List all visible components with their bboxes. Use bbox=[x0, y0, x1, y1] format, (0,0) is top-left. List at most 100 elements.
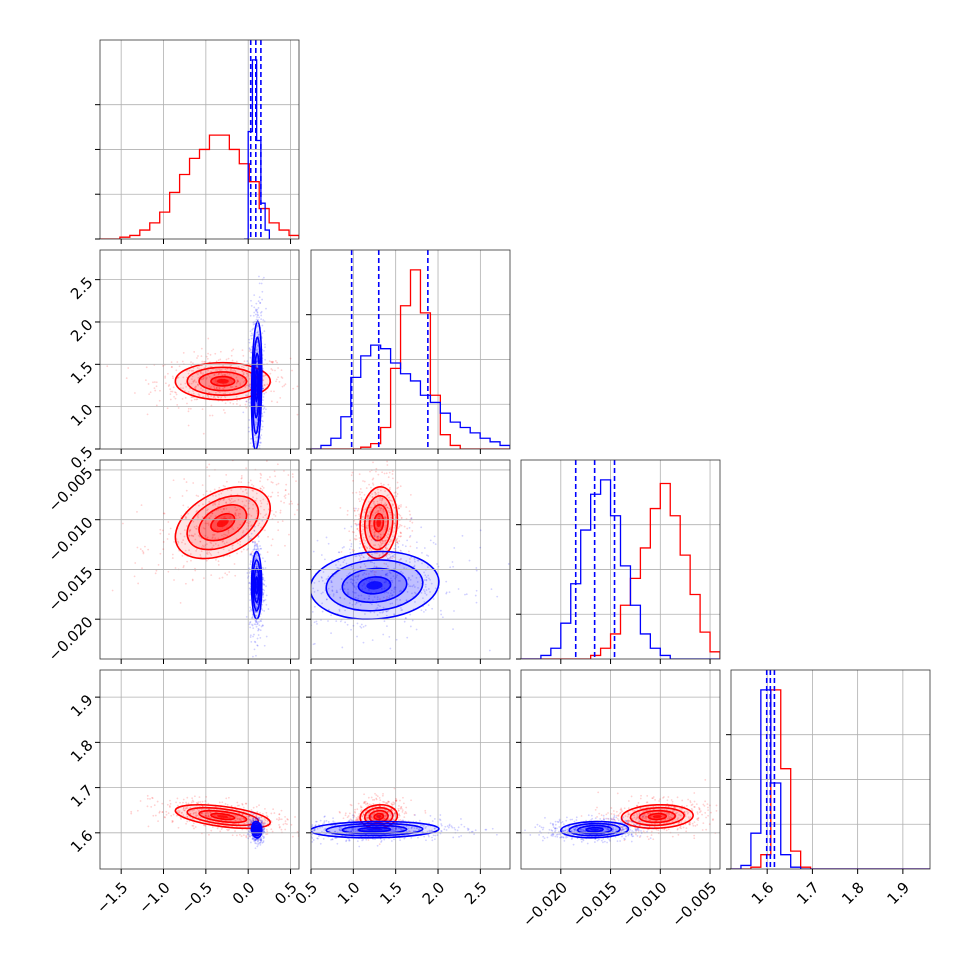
scatter-point-blue bbox=[248, 500, 251, 502]
scatter-point-blue bbox=[262, 566, 264, 569]
scatter-point-red bbox=[189, 806, 192, 809]
scatter-point-blue bbox=[261, 557, 264, 560]
scatter-point-blue bbox=[475, 567, 478, 569]
scatter-point-red bbox=[197, 383, 199, 386]
scatter-point-blue bbox=[248, 567, 251, 570]
scatter-point-red bbox=[392, 801, 395, 804]
scatter-point-blue bbox=[254, 544, 256, 547]
scatter-point-blue bbox=[360, 626, 363, 629]
scatter-point-red bbox=[223, 507, 226, 510]
scatter-point-red bbox=[195, 548, 198, 550]
scatter-point-red bbox=[356, 818, 359, 821]
scatter-point-blue bbox=[400, 557, 402, 560]
scatter-point-blue bbox=[386, 572, 389, 575]
scatter-point-red bbox=[275, 483, 278, 486]
scatter-point-red bbox=[387, 494, 389, 496]
scatter-point-blue bbox=[260, 821, 263, 823]
scatter-point-red bbox=[273, 390, 275, 393]
scatter-point-red bbox=[372, 502, 375, 505]
scatter-point-blue bbox=[339, 597, 342, 599]
scatter-point-red bbox=[208, 375, 211, 378]
scatter-point-red bbox=[184, 549, 187, 552]
scatter-point-blue bbox=[254, 542, 256, 544]
scatter-point-red bbox=[208, 517, 211, 520]
scatter-point-red bbox=[409, 558, 411, 560]
scatter-point-red bbox=[253, 540, 256, 543]
scatter-point-red bbox=[393, 506, 396, 509]
scatter-point-blue bbox=[248, 419, 251, 421]
scatter-point-blue bbox=[327, 542, 330, 545]
scatter-point-red bbox=[270, 361, 273, 364]
scatter-point-blue bbox=[383, 620, 386, 623]
scatter-point-red bbox=[212, 534, 215, 536]
scatter-point-red bbox=[385, 503, 388, 506]
scatter-point-blue bbox=[263, 579, 266, 582]
scatter-point-red bbox=[375, 794, 378, 797]
scatter-point-blue bbox=[261, 519, 264, 522]
scatter-point-red bbox=[177, 811, 180, 814]
scatter-point-blue bbox=[256, 838, 259, 840]
scatter-point-red bbox=[240, 475, 243, 477]
scatter-point-red bbox=[396, 493, 399, 495]
scatter-point-blue bbox=[324, 582, 326, 585]
scatter-point-blue bbox=[250, 553, 253, 556]
scatter-point-blue bbox=[385, 610, 388, 612]
scatter-point-blue bbox=[247, 398, 250, 401]
scatter-point-red bbox=[256, 542, 259, 545]
scatter-point-blue bbox=[400, 570, 402, 573]
scatter-point-red bbox=[245, 488, 248, 491]
scatter-point-blue bbox=[248, 401, 251, 404]
scatter-point-red bbox=[358, 813, 361, 815]
scatter-point-red bbox=[350, 804, 353, 807]
scatter-point-blue bbox=[403, 567, 406, 570]
scatter-point-red bbox=[193, 398, 196, 401]
scatter-point-red bbox=[223, 533, 225, 536]
scatter-point-red bbox=[368, 803, 371, 806]
scatter-point-blue bbox=[391, 594, 394, 597]
scatter-point-red bbox=[195, 381, 197, 383]
scatter-point-red bbox=[229, 515, 232, 518]
scatter-point-blue bbox=[357, 597, 360, 600]
scatter-point-red bbox=[364, 565, 367, 568]
scatter-point-blue bbox=[260, 620, 263, 623]
scatter-point-blue bbox=[279, 630, 281, 632]
scatter-point-blue bbox=[255, 563, 258, 566]
scatter-point-red bbox=[270, 360, 273, 363]
scatter-point-red bbox=[130, 812, 133, 815]
scatter-point-red bbox=[210, 829, 213, 832]
scatter-point-blue bbox=[251, 328, 254, 331]
scatter-point-red bbox=[211, 546, 214, 549]
scatter-point-red bbox=[182, 352, 185, 354]
scatter-point-red bbox=[162, 541, 165, 543]
scatter-point-blue bbox=[363, 582, 366, 585]
scatter-point-red bbox=[183, 478, 186, 480]
scatter-point-red bbox=[252, 489, 255, 492]
scatter-point-red bbox=[395, 797, 397, 800]
scatter-point-blue bbox=[255, 422, 258, 425]
scatter-point-red bbox=[284, 489, 287, 491]
scatter-point-blue bbox=[254, 610, 256, 613]
scatter-point-blue bbox=[255, 454, 257, 456]
scatter-point-red bbox=[376, 500, 379, 503]
scatter-point-blue bbox=[348, 602, 351, 605]
scatter-point-blue bbox=[385, 563, 388, 566]
scatter-point-blue bbox=[256, 341, 259, 344]
scatter-point-blue bbox=[242, 411, 245, 414]
scatter-point-red bbox=[288, 455, 290, 457]
scatter-point-blue bbox=[248, 430, 250, 433]
scatter-point-blue bbox=[254, 440, 257, 443]
scatter-point-blue bbox=[390, 594, 393, 597]
scatter-point-red bbox=[376, 536, 379, 538]
scatter-point-red bbox=[374, 493, 377, 496]
scatter-point-red bbox=[193, 795, 196, 798]
scatter-point-red bbox=[398, 559, 401, 561]
scatter-point-blue bbox=[259, 545, 261, 547]
scatter-point-blue bbox=[253, 306, 256, 309]
scatter-point-red bbox=[199, 540, 202, 543]
scatter-point-red bbox=[379, 489, 382, 492]
scatter-point-red bbox=[228, 555, 231, 557]
scatter-point-red bbox=[249, 479, 252, 482]
scatter-point-red bbox=[187, 424, 190, 427]
scatter-point-blue bbox=[474, 594, 477, 597]
scatter-point-red bbox=[233, 369, 236, 372]
